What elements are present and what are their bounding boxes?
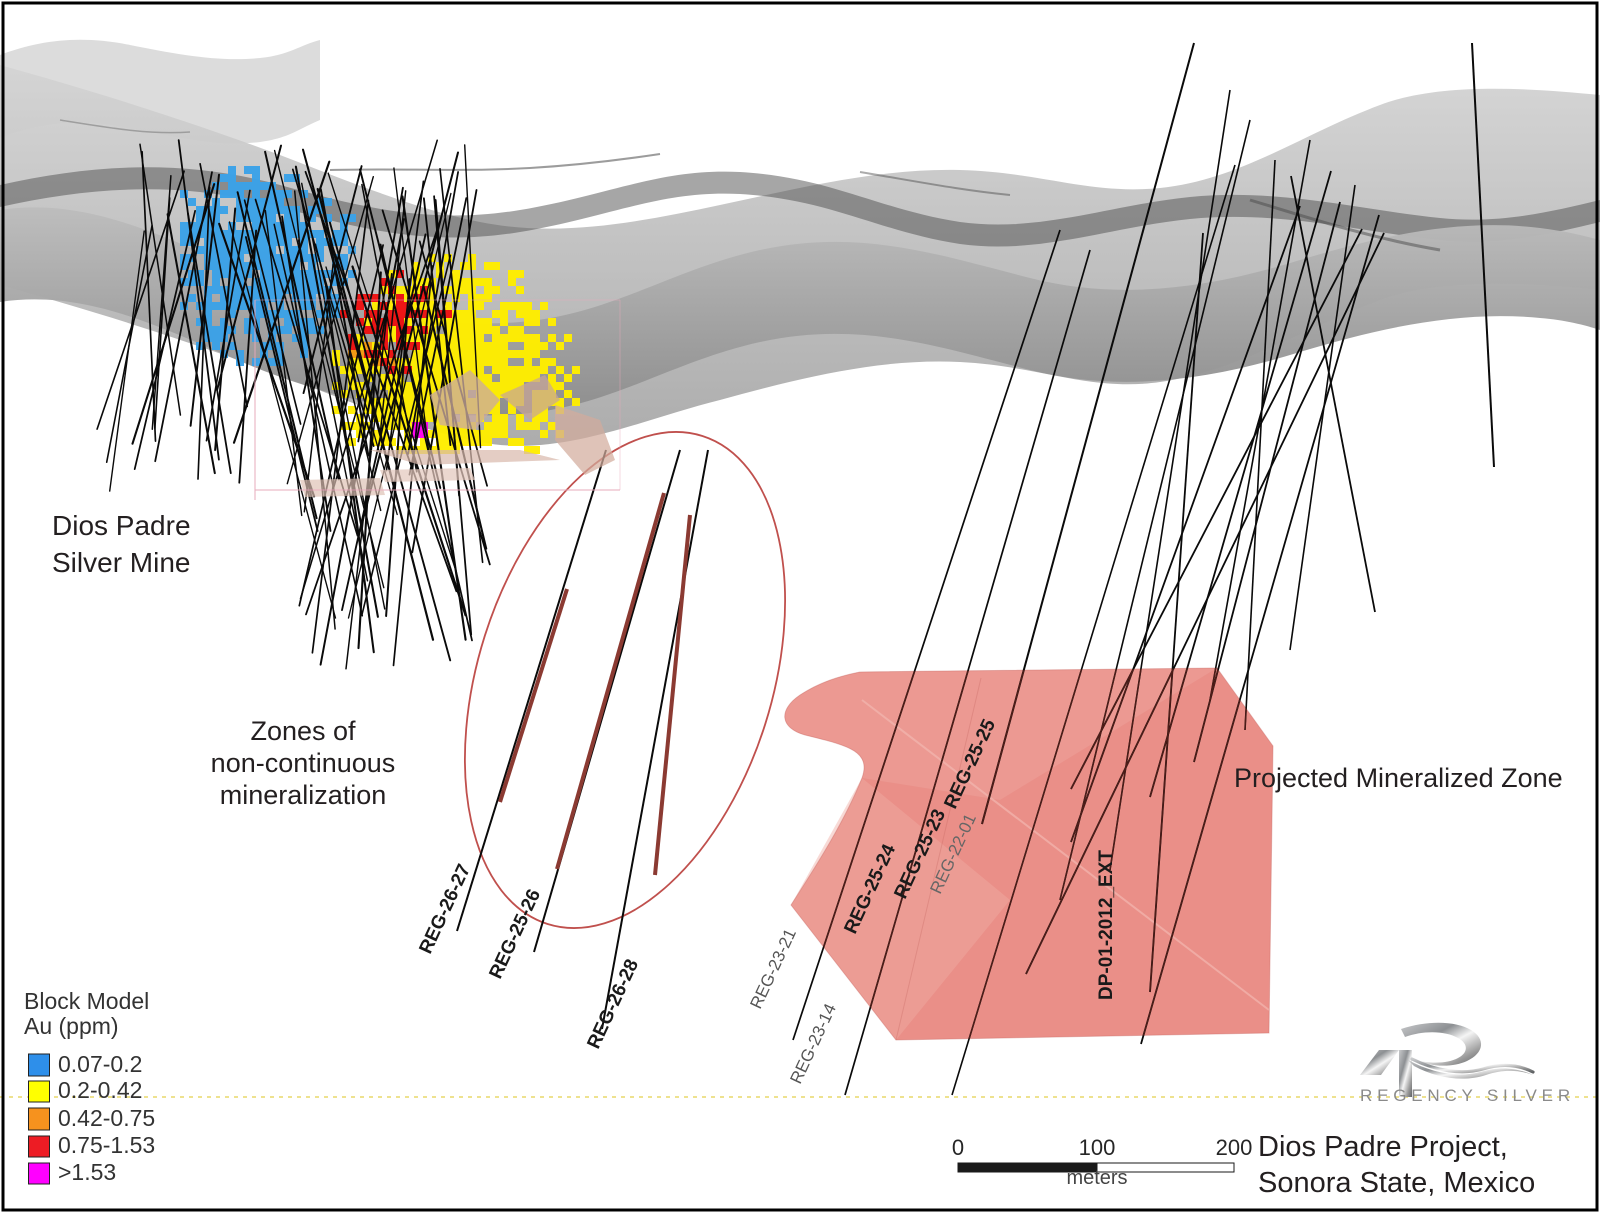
svg-text:Dios Padre Project,: Dios Padre Project, — [1258, 1131, 1508, 1163]
svg-text:meters: meters — [1066, 1167, 1127, 1189]
svg-text:>1.53: >1.53 — [58, 1159, 116, 1185]
svg-text:REGENCY SILVER: REGENCY SILVER — [1360, 1086, 1575, 1105]
svg-text:Dios Padre: Dios Padre — [52, 510, 191, 541]
svg-text:Projected Mineralized Zone: Projected Mineralized Zone — [1234, 763, 1563, 793]
svg-text:mineralization: mineralization — [220, 780, 387, 810]
svg-text:Sonora State, Mexico: Sonora State, Mexico — [1258, 1167, 1535, 1199]
svg-text:0: 0 — [952, 1135, 964, 1160]
svg-text:REG-25-26: REG-25-26 — [485, 886, 545, 982]
svg-text:REG-23-21: REG-23-21 — [746, 926, 800, 1012]
svg-text:Au (ppm): Au (ppm) — [24, 1013, 119, 1039]
svg-text:200: 200 — [1216, 1135, 1253, 1160]
svg-text:non-continuous: non-continuous — [211, 748, 396, 778]
svg-text:0.2-0.42: 0.2-0.42 — [58, 1077, 142, 1103]
svg-text:Silver Mine: Silver Mine — [52, 547, 190, 578]
svg-text:Block Model: Block Model — [24, 988, 149, 1014]
svg-text:0.75-1.53: 0.75-1.53 — [58, 1132, 155, 1158]
svg-text:100: 100 — [1079, 1135, 1116, 1160]
svg-text:Zones of: Zones of — [250, 716, 356, 746]
svg-text:REG-23-14: REG-23-14 — [786, 1001, 840, 1087]
svg-text:0.07-0.2: 0.07-0.2 — [58, 1051, 142, 1077]
svg-text:DP-01-2012_EXT: DP-01-2012_EXT — [1096, 850, 1117, 1000]
svg-text:0.42-0.75: 0.42-0.75 — [58, 1105, 155, 1131]
svg-text:REG-26-27: REG-26-27 — [415, 861, 475, 957]
